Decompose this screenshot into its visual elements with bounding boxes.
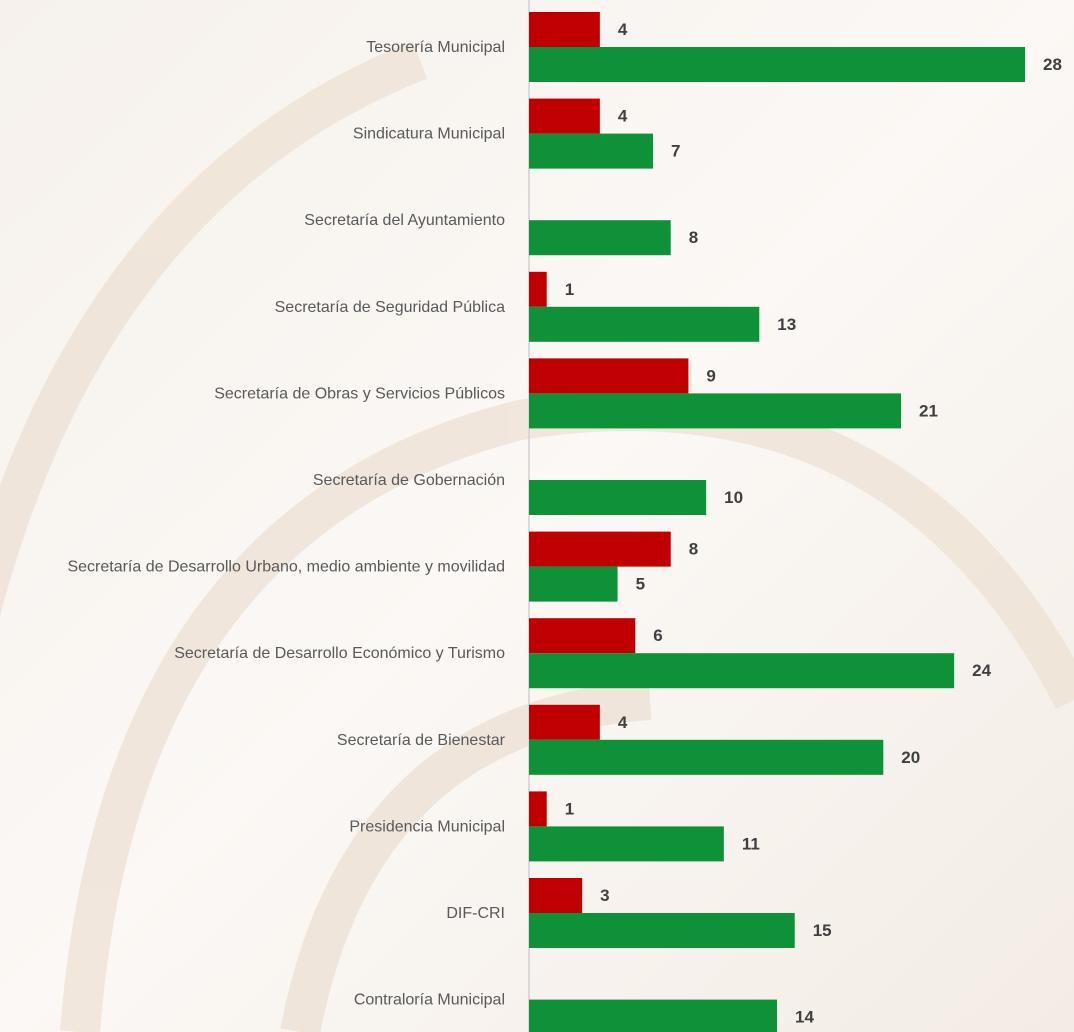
bar — [529, 878, 583, 913]
bar — [529, 220, 671, 256]
bar — [529, 133, 653, 169]
value-label: 9 — [706, 366, 715, 385]
category-label: Secretaría del Ayuntamiento — [304, 212, 505, 229]
category-label: DIF-CRI — [446, 905, 505, 922]
category-label: Secretaría de Obras y Servicios Públicos — [214, 385, 505, 402]
bar — [529, 999, 777, 1032]
bar — [529, 271, 547, 307]
bar — [529, 618, 636, 654]
category-label: Secretaría de Seguridad Pública — [275, 299, 505, 316]
category-label: Secretaría de Gobernación — [313, 472, 505, 489]
value-label: 24 — [972, 661, 991, 680]
value-label: 21 — [919, 401, 938, 420]
bar — [529, 12, 600, 47]
value-label: 11 — [742, 834, 760, 853]
bar — [529, 791, 547, 827]
value-label: 6 — [653, 626, 662, 645]
bar — [529, 566, 618, 602]
value-label: 13 — [777, 315, 796, 334]
value-label: 15 — [813, 921, 832, 940]
value-label: 4 — [618, 713, 628, 732]
bar — [529, 913, 795, 948]
category-label: Sindicatura Municipal — [353, 126, 505, 143]
bar — [529, 306, 760, 342]
bar — [529, 531, 671, 567]
category-label: Secretaría de Desarrollo Económico y Tur… — [174, 645, 505, 662]
value-label: 1 — [565, 799, 574, 818]
value-label: 4 — [618, 107, 628, 126]
value-label: 10 — [724, 488, 743, 507]
value-label: 4 — [618, 20, 628, 39]
value-label: 20 — [901, 748, 920, 767]
bar — [529, 358, 689, 394]
value-label: 5 — [636, 575, 645, 594]
value-label: 1 — [565, 280, 574, 299]
bar — [529, 653, 955, 689]
bar — [529, 704, 600, 740]
bar — [529, 739, 884, 775]
value-label: 14 — [795, 1008, 814, 1027]
bar — [529, 47, 1025, 82]
value-label: 8 — [689, 540, 698, 559]
category-label: Secretaría de Desarrollo Urbano, medio a… — [67, 559, 505, 576]
value-label: 7 — [671, 142, 680, 161]
bar — [529, 480, 707, 515]
category-label: Presidencia Municipal — [349, 818, 505, 835]
value-label: 3 — [600, 886, 609, 905]
category-label: Tesorería Municipal — [366, 39, 505, 56]
bar — [529, 393, 901, 429]
value-label: 8 — [689, 228, 698, 247]
bar — [529, 826, 724, 862]
bar — [529, 98, 600, 134]
category-label: Contraloría Municipal — [354, 992, 505, 1009]
value-label: 28 — [1043, 55, 1062, 74]
category-label: Secretaría de Bienestar — [337, 732, 506, 749]
